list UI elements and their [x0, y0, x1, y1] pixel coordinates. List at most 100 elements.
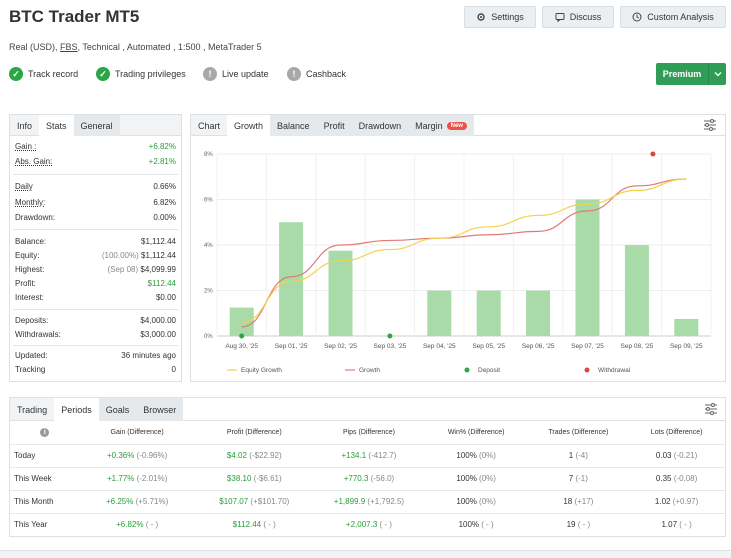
stat-withdrawals: Withdrawals: $3,000.00 [15, 330, 176, 339]
tab-general[interactable]: General [73, 115, 120, 136]
legend-label: Growth [359, 367, 380, 374]
divider [13, 345, 178, 346]
status-cashback: ! Cashback [287, 66, 346, 82]
equity-growth-series-line [241, 178, 687, 323]
bar [229, 307, 254, 336]
stat-highest: Highest: (Sep 08) $4,099.99 [15, 265, 176, 274]
deposit-point [239, 333, 245, 339]
tab-profit[interactable]: Profit [316, 115, 352, 136]
stat-profit: Profit: $112.44 [15, 279, 176, 288]
period-cell-profit: $38.10 (-$6.61) [194, 466, 315, 490]
tab-growth[interactable]: Growth [227, 115, 271, 136]
period-cell-win: 100% (0%) [423, 443, 529, 467]
period-cell-gain: +6.82% ( - ) [79, 512, 195, 536]
periods-table: i Gain (Difference) Profit (Difference) … [10, 421, 725, 536]
stat-daily: Daily 0.66% [15, 182, 176, 191]
legend-label: Equity Growth [241, 367, 282, 374]
info-header: i [10, 421, 80, 444]
status-label: Track record [28, 69, 79, 79]
custom-analysis-button[interactable]: Custom Analysis [620, 6, 726, 28]
clock-icon [632, 12, 642, 22]
period-cell-win: 100% ( - ) [423, 512, 529, 536]
tab-margin[interactable]: Margin New [408, 115, 474, 136]
period-cell-profit: $107.07 (+$101.70) [194, 489, 315, 513]
status-live-update: ! Live update [203, 66, 269, 82]
tab-balance[interactable]: Balance [270, 115, 317, 136]
discuss-label: Discuss [569, 12, 602, 22]
period-label: This Month [10, 489, 80, 513]
stat-drawdown: Drawdown: 0.00% [15, 213, 176, 222]
bar [427, 290, 452, 336]
tab-trading[interactable]: Trading [17, 404, 48, 415]
growth-series-line [241, 178, 687, 328]
deposit-point [387, 333, 393, 339]
filter-settings-icon[interactable] [704, 403, 718, 415]
bar [526, 290, 551, 336]
account-details: , Technical , Automated , 1:500 , MetaTr… [77, 42, 262, 52]
period-cell-trades: 19 ( - ) [528, 512, 629, 536]
gear-icon [477, 13, 485, 21]
tab-browser[interactable]: Browser [136, 398, 184, 421]
y-tick-label: 0% [204, 334, 213, 340]
filter-settings-icon[interactable] [703, 119, 717, 131]
premium-label: Premium [662, 69, 702, 79]
tab-goals[interactable]: Goals [98, 398, 137, 421]
x-tick-label: Sep 06, '25 [522, 343, 555, 350]
y-tick-label: 8% [204, 152, 213, 158]
x-tick-label: Sep 04, '25 [423, 343, 456, 350]
premium-button[interactable]: Premium [656, 63, 726, 85]
period-label: This Year [10, 512, 80, 536]
stats-tabs: Info Stats General [10, 115, 181, 136]
tab-stats[interactable]: Stats [39, 115, 74, 136]
period-cell-gain: +1.77% (-2.01%) [79, 466, 195, 490]
growth-chart: 0% 2% 4% 6% 8% Aug 30, '25 Sep 01, '25 Sep 02, … [204, 151, 712, 374]
col-win: Win% (Difference) [447, 428, 505, 436]
table-row: This Month +6.25% (+5.71%) $107.07 (+$101.… [10, 489, 725, 513]
x-tick-label: Sep 03, '25 [374, 343, 407, 350]
x-tick-label: Sep 01, '25 [275, 343, 308, 350]
bar [575, 199, 600, 336]
status-track-record: ✓ Track record [9, 66, 78, 82]
bar [476, 290, 501, 336]
stat-abs-gain: Abs. Gain: +2.81% [15, 157, 176, 166]
table-row: This Year +6.82% ( - ) $112.44 ( - ) +2,007… [10, 512, 725, 536]
divider [13, 174, 178, 175]
legend-swatch-deposit [464, 367, 470, 373]
bottom-strip [0, 550, 731, 558]
tab-chart[interactable]: Chart [198, 120, 221, 131]
withdrawal-point [650, 151, 656, 157]
chart-panel: Chart Growth Balance Profit Drawdown Mar… [190, 114, 726, 382]
x-tick-label: Sep 02, '25 [324, 343, 357, 350]
info-icon[interactable]: i [40, 427, 50, 437]
exclamation-icon: ! [203, 67, 217, 81]
tab-periods[interactable]: Periods [54, 398, 99, 421]
table-row: This Week +1.77% (-2.01%) $38.10 (-$6.61) +… [10, 466, 725, 490]
period-cell-trades: 1 (-4) [528, 443, 629, 467]
tab-info[interactable]: Info [17, 120, 33, 131]
period-label: Today [10, 443, 80, 467]
y-tick-label: 6% [204, 198, 213, 204]
col-trades: Trades (Difference) [548, 428, 609, 436]
account-subtitle: Real (USD), FBS, Technical , Automated ,… [9, 42, 262, 52]
tab-drawdown[interactable]: Drawdown [351, 115, 409, 136]
status-trading-privileges: ✓ Trading privileges [96, 66, 186, 82]
x-tick-label: Sep 07, '25 [571, 343, 604, 350]
y-tick-label: 2% [204, 289, 213, 295]
broker-link[interactable]: FBS [60, 42, 78, 52]
discuss-button[interactable]: Discuss [542, 6, 614, 28]
x-tick-label: Aug 30, '25 [225, 343, 258, 350]
legend-label: Withdrawal [598, 367, 631, 374]
chevron-down-icon[interactable] [708, 63, 726, 85]
stat-tracking: Tracking 0 [15, 365, 176, 374]
stat-monthly: Monthly: 6.82% [15, 198, 176, 207]
period-cell-pips: +770.3 (-56.0) [314, 466, 424, 490]
settings-button[interactable]: Settings [464, 6, 536, 28]
stat-interest: Interest: $0.00 [15, 293, 176, 302]
divider [13, 229, 178, 230]
period-cell-lots: 0.35 (-0.08) [628, 466, 725, 490]
legend-label: Deposit [478, 367, 500, 374]
period-cell-win: 100% (0%) [423, 489, 529, 513]
periods-panel: Trading Periods Goals Browser i Gain (Di… [9, 397, 726, 537]
comment-icon [555, 13, 565, 22]
stat-updated: Updated: 36 minutes ago [15, 351, 176, 360]
